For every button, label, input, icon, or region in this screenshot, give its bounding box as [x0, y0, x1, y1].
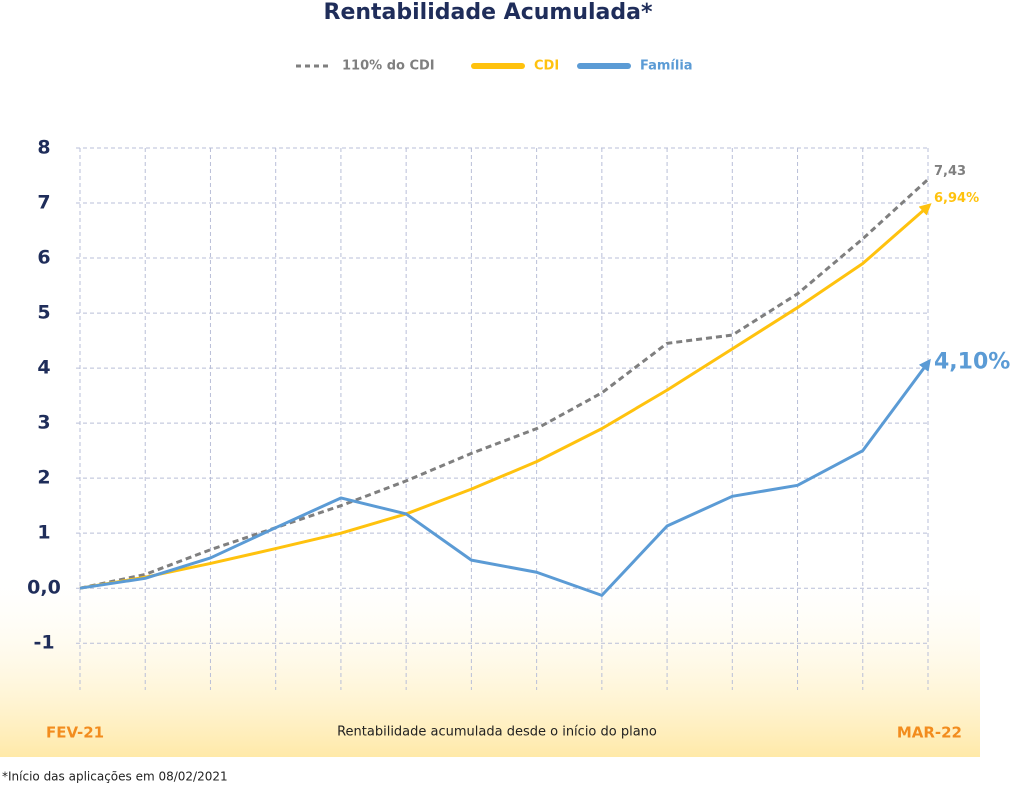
- y-tick-label: 6: [37, 247, 50, 269]
- legend-label: CDI: [534, 59, 559, 74]
- series-line: [79, 358, 931, 597]
- plot: [79, 178, 932, 597]
- x-axis-label: Rentabilidade acumulada desde o início d…: [337, 725, 657, 740]
- data-label: 4,10%: [934, 350, 1010, 375]
- x-tick-label: MAR-22: [897, 724, 962, 742]
- y-tick-label: -1: [33, 632, 54, 654]
- y-tick-label: 2: [37, 467, 50, 489]
- data-label: 7,43: [934, 164, 966, 179]
- footnote: *Início das aplicações em 08/02/2021: [2, 770, 228, 784]
- legend-label: Família: [640, 59, 693, 74]
- y-tick-label: 0,0: [27, 577, 61, 599]
- x-tick-label: FEV-21: [46, 724, 104, 742]
- y-tick-label: 8: [37, 137, 50, 159]
- grid: [76, 147, 929, 690]
- y-tick-label: 7: [37, 192, 50, 214]
- y-tick-label: 3: [37, 412, 50, 434]
- chart-title: Rentabilidade Acumulada*: [324, 0, 653, 25]
- y-tick-label: 4: [37, 357, 50, 379]
- data-label: 6,94%: [934, 191, 979, 206]
- series-line: [79, 203, 932, 590]
- series-line: [79, 178, 930, 590]
- y-tick-label: 1: [37, 522, 50, 544]
- y-tick-label: 5: [37, 302, 50, 324]
- background-band: [0, 575, 980, 757]
- legend-label: 110% do CDI: [342, 59, 435, 74]
